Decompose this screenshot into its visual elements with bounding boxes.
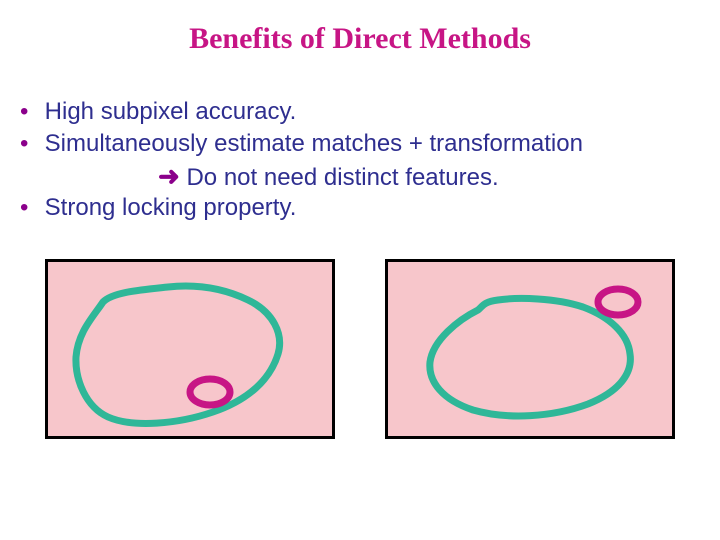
panel-right-svg [388,262,678,442]
bullet-item-2: • Simultaneously estimate matches + tran… [20,128,720,160]
bullet-item-2-sub: ➜ Do not need distinct features. [20,161,720,192]
blob-shape-right [430,299,631,416]
bullet-text-3: Strong locking property. [45,194,297,221]
bullet-list: • High subpixel accuracy. • Simultaneous… [0,96,720,224]
bullet-mark-icon: • [20,192,38,224]
ring-shape-left [190,379,230,405]
panel-right [385,259,675,439]
illustration-panels [0,259,720,439]
arrow-right-icon: ➜ [158,161,180,191]
bullet-text-2-sub: Do not need distinct features. [186,164,498,191]
bullet-mark-icon: • [20,128,38,160]
slide-title: Benefits of Direct Methods [0,0,720,56]
bullet-text-1: High subpixel accuracy. [45,98,297,125]
panel-left-svg [48,262,338,442]
bullet-mark-icon: • [20,96,38,128]
panel-left [45,259,335,439]
bullet-item-1: • High subpixel accuracy. [20,96,720,128]
blob-shape-left [76,286,280,423]
ring-shape-right [598,289,638,315]
bullet-text-2: Simultaneously estimate matches + transf… [45,130,583,157]
bullet-item-3: • Strong locking property. [20,192,720,224]
